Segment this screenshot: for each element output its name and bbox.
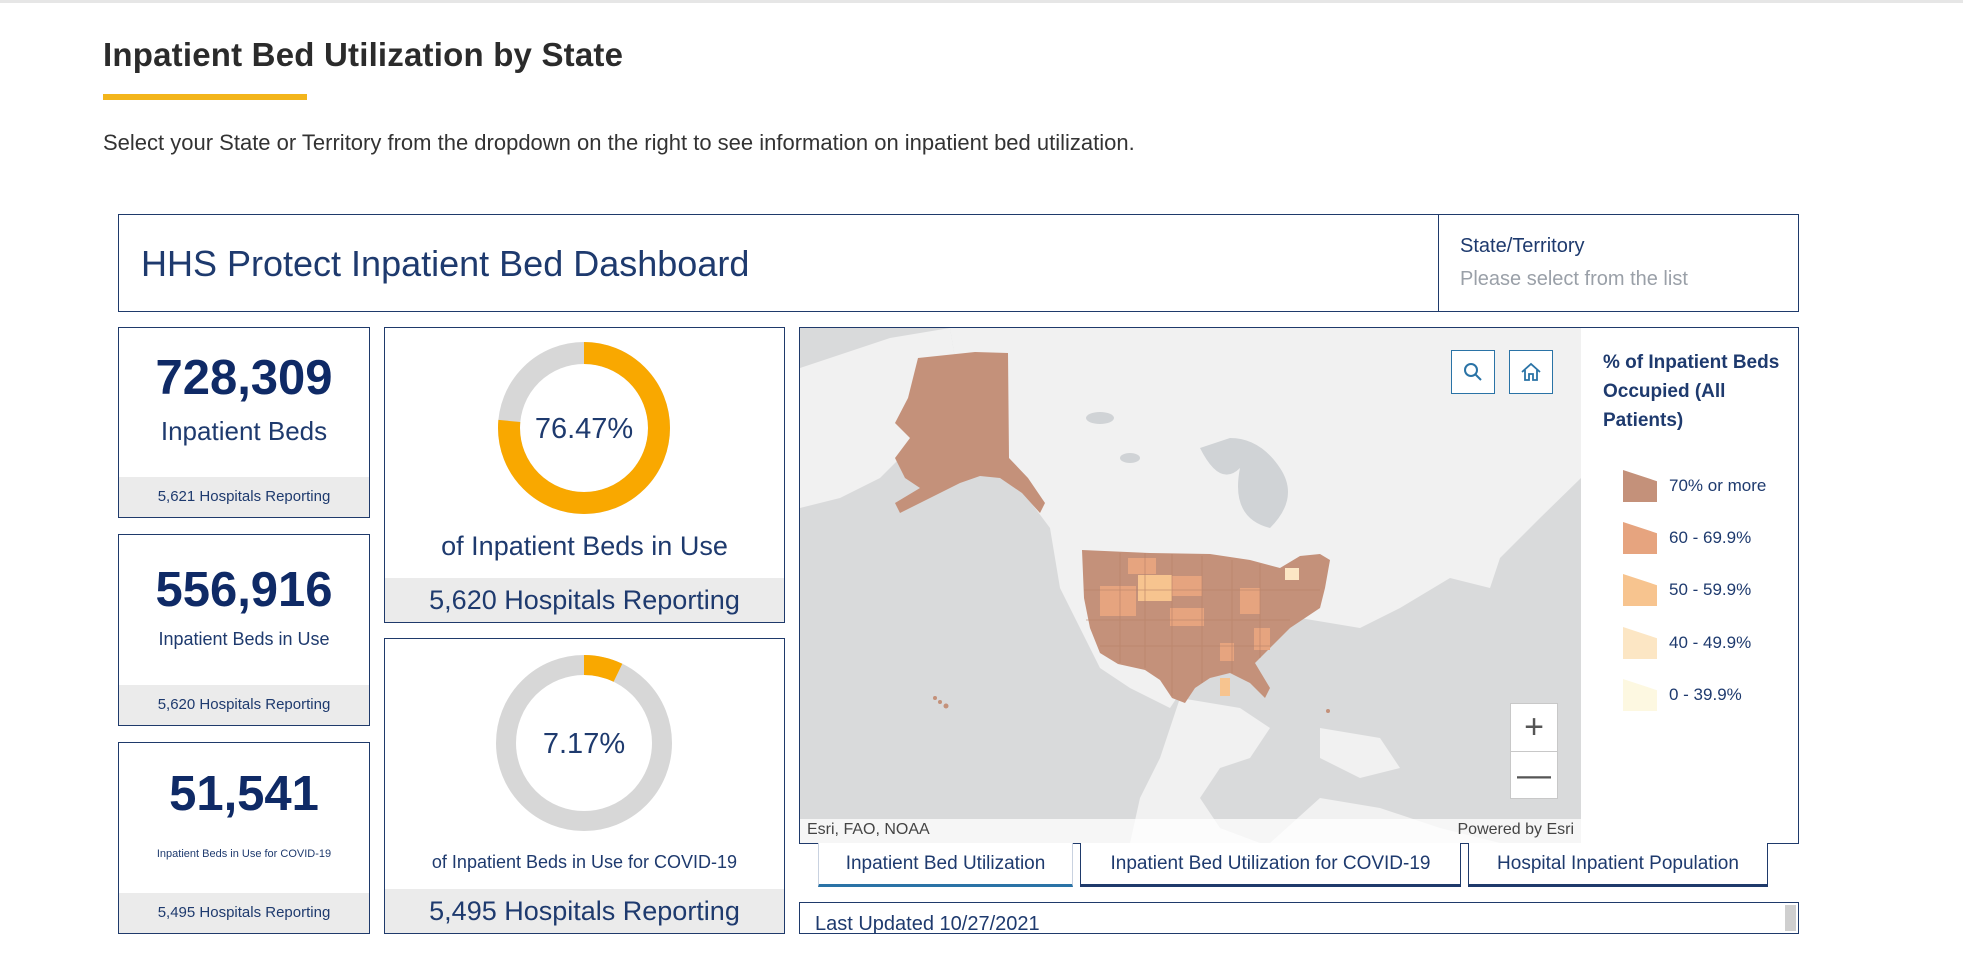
legend-label: 0 - 39.9%: [1669, 685, 1742, 704]
scrollbar-thumb[interactable]: [1785, 905, 1796, 931]
zoom-in-button[interactable]: +: [1524, 708, 1544, 746]
stat-footer: 5,620 Hospitals Reporting: [119, 685, 369, 725]
stat-label: Inpatient Beds: [160, 416, 328, 446]
state-territory-select[interactable]: State/Territory Please select from the l…: [1438, 215, 1798, 311]
state-select-placeholder[interactable]: Please select from the list: [1460, 268, 1688, 290]
donut-percent: 76.47%: [535, 413, 633, 445]
legend-item: 50 - 59.9%: [1623, 573, 1751, 607]
title-underline: [103, 94, 307, 100]
gauge-beds-covid: 7.17% of Inpatient Beds in Use for COVID…: [384, 638, 785, 934]
home-icon: [1521, 362, 1541, 381]
map-legend: % of Inpatient Beds Occupied (All Patien…: [1581, 328, 1798, 843]
stat-beds-covid: 51,541 Inpatient Beds in Use for COVID-1…: [118, 742, 370, 934]
basemap: [800, 328, 1581, 843]
stat-value: 728,309: [155, 351, 333, 405]
legend-item: 40 - 49.9%: [1623, 626, 1751, 660]
gauge-caption: of Inpatient Beds in Use for COVID-19: [431, 852, 738, 872]
map-panel: + — Esri, FAO, NOAA Powered by Esri % of…: [799, 327, 1799, 844]
map-home-button[interactable]: [1509, 350, 1553, 394]
stat-footer: 5,495 Hospitals Reporting: [119, 893, 369, 933]
legend-label: 50 - 59.9%: [1669, 580, 1752, 599]
gauge-footer: 5,495 Hospitals Reporting: [385, 889, 784, 933]
legend-swatch: [1623, 679, 1657, 711]
gauge-beds-in-use: 76.47% of Inpatient Beds in Use 5,620 Ho…: [384, 327, 785, 623]
attribution-sources: Esri, FAO, NOAA: [807, 821, 930, 838]
map-view[interactable]: + — Esri, FAO, NOAA Powered by Esri: [800, 328, 1581, 843]
stat-value: 556,916: [155, 563, 333, 617]
legend-label: 40 - 49.9%: [1669, 633, 1752, 652]
state-select-label: State/Territory: [1460, 235, 1585, 257]
stat-value: 51,541: [169, 767, 319, 821]
donut-chart: 7.17%: [496, 655, 672, 831]
dashboard-title: HHS Protect Inpatient Bed Dashboard: [141, 243, 750, 284]
gauge-footer: 5,620 Hospitals Reporting: [385, 578, 784, 622]
search-icon: [1464, 363, 1482, 381]
tab-inpatient-bed-utilization[interactable]: Inpatient Bed Utilization: [818, 843, 1073, 887]
last-updated-text: Last Updated 10/27/2021: [815, 913, 1040, 934]
intro-text: Select your State or Territory from the …: [103, 130, 1135, 155]
legend-swatch: [1623, 574, 1657, 606]
stat-label: Inpatient Beds in Use for COVID-19: [156, 848, 332, 860]
legend-title: % of Inpatient Beds Occupied (All Patien…: [1603, 352, 1780, 431]
legend-swatch: [1623, 470, 1657, 502]
page-title: Inpatient Bed Utilization by State: [103, 36, 624, 73]
map-attribution: Esri, FAO, NOAA Powered by Esri: [800, 819, 1581, 843]
legend-item: 60 - 69.9%: [1623, 521, 1751, 555]
zoom-out-button[interactable]: —: [1511, 751, 1557, 799]
gauge-caption: of Inpatient Beds in Use: [441, 531, 728, 561]
stat-footer: 5,621 Hospitals Reporting: [119, 477, 369, 517]
donut-chart: 76.47%: [498, 342, 670, 514]
legend-label: 70% or more: [1669, 476, 1767, 495]
tab-hospital-inpatient-population[interactable]: Hospital Inpatient Population: [1468, 843, 1768, 887]
tab-inpatient-bed-utilization-covid[interactable]: Inpatient Bed Utilization for COVID-19: [1080, 843, 1461, 887]
legend-item: 0 - 39.9%: [1623, 678, 1742, 712]
legend-label: 60 - 69.9%: [1669, 528, 1752, 547]
stat-label: Inpatient Beds in Use: [158, 629, 330, 649]
last-updated-panel: Last Updated 10/27/2021: [799, 902, 1799, 934]
stat-inpatient-beds: 728,309 Inpatient Beds 5,621 Hospitals R…: [118, 327, 370, 518]
zoom-controls: + —: [1510, 703, 1558, 799]
map-search-button[interactable]: [1451, 350, 1495, 394]
legend-swatch: [1623, 522, 1657, 554]
donut-percent: 7.17%: [543, 728, 625, 760]
legend-item: 70% or more: [1623, 469, 1766, 503]
legend-swatch: [1623, 627, 1657, 659]
top-border: [0, 0, 1963, 3]
donut-fill: [496, 655, 672, 831]
dashboard-header: HHS Protect Inpatient Bed Dashboard Stat…: [118, 214, 1799, 312]
donut-fill: [498, 342, 670, 514]
powered-by-esri[interactable]: Powered by Esri: [1457, 821, 1575, 838]
stat-beds-in-use: 556,916 Inpatient Beds in Use 5,620 Hosp…: [118, 534, 370, 726]
